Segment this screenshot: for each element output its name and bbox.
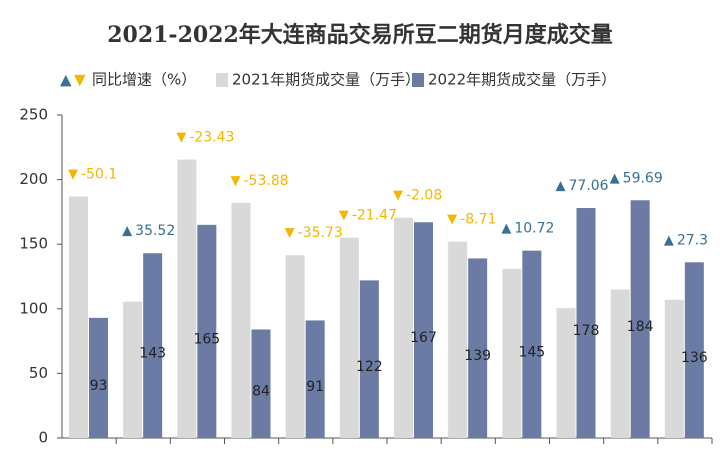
- growth-label: -21.47: [352, 208, 397, 224]
- value-label: 139: [464, 348, 491, 364]
- y-tick-label: 0: [38, 429, 48, 447]
- growth-label: 10.72: [514, 221, 554, 237]
- bar: [414, 222, 433, 438]
- growth-label: -50.1: [81, 166, 117, 182]
- bar: [339, 237, 359, 438]
- value-label: 122: [356, 359, 383, 375]
- growth-marker: ▲: [122, 224, 132, 239]
- growth-marker: ▼: [231, 173, 241, 188]
- bar: [359, 280, 379, 438]
- bar: [394, 217, 413, 438]
- growth-marker: ▼: [68, 167, 78, 182]
- bar: [251, 329, 271, 438]
- bar: [197, 224, 217, 438]
- bar: [177, 159, 197, 438]
- bar: [285, 255, 305, 438]
- legend-swatch: [412, 73, 424, 87]
- growth-marker: ▼: [285, 226, 295, 241]
- bar: [89, 317, 108, 438]
- bar: [522, 250, 542, 438]
- growth-label: 35.52: [135, 223, 175, 239]
- y-tick-label: 100: [19, 299, 48, 317]
- bar: [305, 320, 325, 438]
- growth-marker: ▼: [447, 212, 457, 227]
- bar: [448, 241, 468, 438]
- growth-label: -35.73: [298, 225, 343, 241]
- growth-marker: ▲: [501, 221, 511, 236]
- value-label: 145: [518, 344, 545, 360]
- growth-label: -53.88: [244, 173, 289, 189]
- bar: [664, 299, 684, 438]
- bar: [231, 202, 251, 438]
- growth-label: 77.06: [569, 178, 609, 194]
- bar: [556, 308, 576, 438]
- growth-marker: ▼: [393, 188, 403, 203]
- y-tick-label: 250: [19, 106, 48, 124]
- legend-label: 2021年期货成交量（万手）: [232, 71, 420, 89]
- legend-up-icon: ▲: [60, 71, 72, 89]
- growth-label: -2.08: [406, 188, 442, 204]
- value-label: 184: [627, 319, 654, 335]
- y-tick-label: 50: [29, 364, 48, 382]
- growth-label: -8.71: [460, 212, 496, 228]
- growth-marker: ▼: [176, 130, 186, 145]
- bar: [610, 289, 630, 438]
- value-label: 167: [410, 330, 437, 346]
- value-label: 136: [681, 350, 708, 366]
- chart-title: 2021-2022年大连商品交易所豆二期货月度成交量: [107, 22, 613, 48]
- legend-down-icon: ▼: [74, 71, 86, 89]
- value-label: 93: [90, 378, 108, 394]
- value-label: 143: [139, 346, 166, 362]
- value-label: 165: [193, 331, 220, 347]
- bar: [123, 301, 143, 438]
- value-label: 84: [252, 384, 270, 400]
- growth-marker: ▲: [664, 233, 674, 248]
- legend-label: 2022年期货成交量（万手）: [428, 71, 616, 89]
- bar: [69, 196, 88, 438]
- growth-label: 27.3: [677, 232, 708, 248]
- value-label: 178: [573, 323, 600, 339]
- legend-label: 同比增速（%）: [92, 71, 196, 89]
- value-label: 91: [306, 379, 324, 395]
- bar: [468, 258, 488, 438]
- bar: [630, 200, 650, 438]
- y-tick-label: 200: [19, 170, 48, 188]
- bar: [143, 253, 163, 438]
- bar: [576, 208, 596, 438]
- growth-marker: ▼: [339, 208, 349, 223]
- y-tick-label: 150: [19, 235, 48, 253]
- growth-label: 59.69: [623, 170, 663, 186]
- growth-label: -23.43: [189, 130, 234, 146]
- growth-marker: ▲: [556, 179, 566, 194]
- bar: [684, 262, 704, 438]
- bar: [502, 268, 522, 438]
- legend-swatch: [216, 73, 228, 87]
- growth-marker: ▲: [610, 171, 620, 186]
